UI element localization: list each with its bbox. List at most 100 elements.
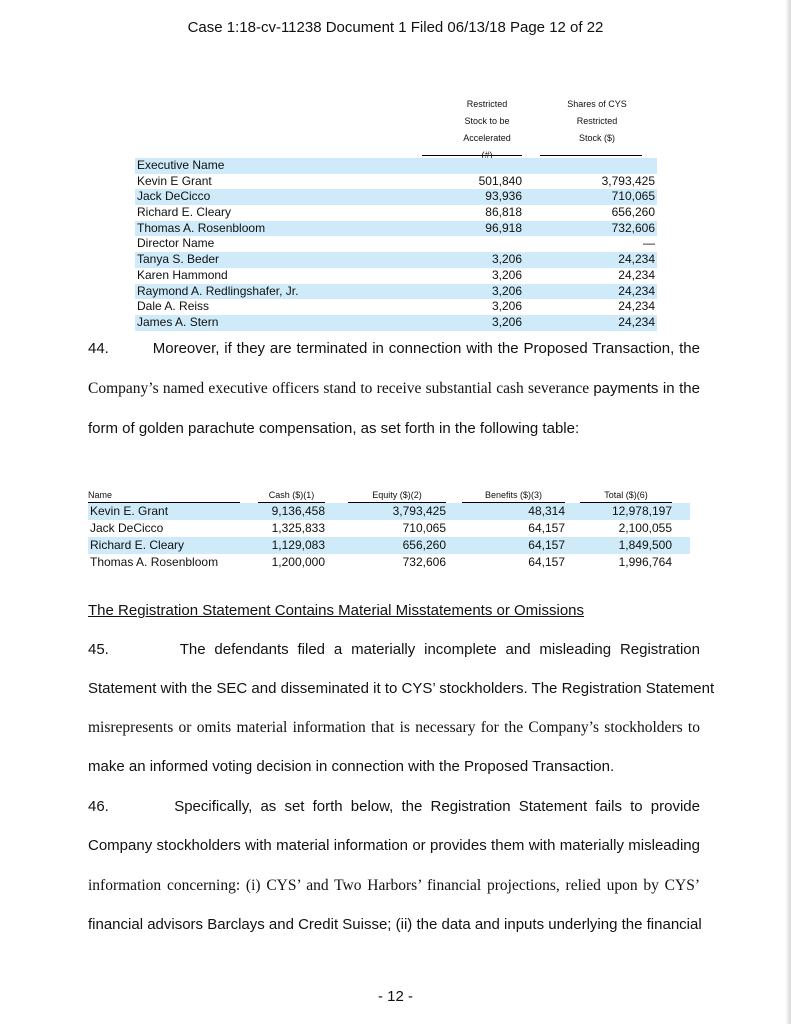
row-value: 732,606 (402, 555, 446, 569)
col-header-shares-value: Shares of CYS Restricted Stock ($) (547, 96, 647, 147)
row-shares: 3,206 (491, 299, 522, 314)
header-line: Stock to be (464, 116, 510, 126)
row-name: James A. Stern (137, 314, 219, 329)
row-value: 710,065 (402, 521, 446, 535)
row-value: 1,996,764 (618, 555, 672, 569)
row-value: 1,200,000 (271, 555, 325, 569)
row-value: 64,157 (528, 521, 565, 535)
col-header-cash: Cash ($)(1) (258, 489, 325, 503)
col-header-total: Total ($)(6) (580, 489, 672, 503)
row-name: Raymond A. Redlingshafer, Jr. (137, 283, 299, 298)
table-row: Jack DeCicco 1,325,833 710,065 64,157 2,100,… (88, 520, 690, 537)
row-name: Kevin E Grant (137, 173, 212, 188)
col-header-restricted-stock: Restricted Stock to be Accelerated (#) (452, 96, 522, 164)
row-value: 24,234 (618, 314, 655, 329)
table-row: Thomas A. Rosenbloom 96,918 732,606 (135, 220, 657, 237)
text-segment: 44. Moreover, if they are terminated in … (88, 340, 700, 357)
text-segment: Company’s named executive officers stand… (88, 380, 594, 397)
section-heading: The Registration Statement Contains Mate… (88, 602, 585, 619)
row-value: 24,234 (618, 299, 655, 314)
paragraph-line: 45. The defendants filed a materially in… (88, 641, 700, 658)
row-shares: 501,840 (478, 173, 522, 188)
row-name: Executive Name (137, 158, 225, 172)
text-segment: payments in the (593, 380, 700, 397)
row-value: 656,260 (611, 205, 655, 220)
table-row: Richard E. Cleary 86,818 656,260 (135, 205, 657, 221)
row-shares: 96,918 (485, 220, 522, 235)
header-line: Shares of CYS (567, 99, 627, 109)
paragraph-line: 44. Moreover, if they are terminated in … (88, 340, 700, 357)
row-value: 12,978,197 (611, 504, 672, 518)
paragraph-line: Company stockholders with material infor… (88, 837, 700, 854)
row-value: 48,314 (528, 504, 565, 518)
row-shares: 93,936 (485, 189, 522, 204)
paragraph-line: financial advisors Barclays and Credit S… (88, 916, 702, 933)
paragraph-line: misrepresents or omits material informat… (88, 719, 700, 736)
row-value: 1,849,500 (618, 538, 672, 552)
table-row: James A. Stern 3,206 24,234 (135, 314, 657, 331)
row-value: 9,136,458 (271, 504, 325, 518)
row-name: Richard E. Cleary (90, 538, 185, 552)
table-row: Dale A. Reiss 3,206 24,234 (135, 299, 657, 315)
row-name: Thomas A. Rosenbloom (137, 220, 266, 235)
row-value: 64,157 (528, 538, 565, 552)
header-line: Accelerated (463, 133, 511, 143)
row-value: 656,260 (402, 538, 446, 552)
row-value: 3,793,425 (601, 173, 655, 188)
col-header-equity: Equity ($)(2) (348, 489, 446, 503)
table-row: Kevin E. Grant 9,136,458 3,793,425 48,314 12… (88, 503, 690, 520)
row-value: 24,234 (618, 283, 655, 298)
table-row: Raymond A. Redlingshafer, Jr. 3,206 24,234 (135, 283, 657, 300)
row-value: 710,065 (611, 189, 655, 204)
page-edge-shadow (785, 0, 791, 1024)
row-name: Jack DeCicco (90, 521, 164, 535)
row-shares: 3,206 (491, 314, 522, 329)
case-header: Case 1:18-cv-11238 Document 1 Filed 06/1… (187, 19, 604, 36)
header-line: Restricted (576, 116, 618, 126)
row-name: Tanya S. Beder (137, 252, 220, 267)
row-value: 24,234 (618, 267, 655, 282)
row-name: Karen Hammond (137, 267, 228, 282)
row-shares: 3,206 (491, 252, 522, 267)
paragraph-line: Statement with the SEC and disseminated … (88, 680, 715, 697)
header-underline (540, 155, 642, 157)
table-row: Director Name — (135, 236, 657, 252)
row-value: 24,234 (618, 252, 655, 267)
row-shares: 86,818 (485, 205, 522, 220)
row-name: Kevin E. Grant (90, 504, 169, 518)
paragraph-line: form of golden parachute compensation, a… (88, 420, 700, 437)
row-name: Jack DeCicco (137, 189, 211, 204)
row-name: Thomas A. Rosenbloom (90, 555, 219, 569)
header-underline (422, 155, 522, 157)
row-name: Richard E. Cleary (137, 205, 232, 220)
table-row: Executive Name (135, 158, 657, 174)
paragraph-line: make an informed voting decision in conn… (88, 758, 615, 775)
text-segment: form of golden parachute compensation, a… (88, 420, 580, 437)
table-body: Executive Name Kevin E Grant 501,840 3,793,… (135, 158, 657, 331)
table-body: Kevin E. Grant 9,136,458 3,793,425 48,314 12… (88, 503, 690, 571)
row-value: 1,325,833 (271, 521, 325, 535)
page-number: - 12 - (377, 988, 413, 1005)
row-shares: 3,206 (491, 283, 522, 298)
table-row: Thomas A. Rosenbloom 1,200,000 732,606 64,1… (88, 554, 690, 571)
table-row: Tanya S. Beder 3,206 24,234 (135, 252, 657, 268)
col-header-benefits: Benefits ($)(3) (462, 489, 565, 503)
row-value: 64,157 (528, 555, 565, 569)
paragraph-line: information concerning: (i) CYS’ and Two… (88, 877, 700, 894)
row-value: 1,129,083 (271, 538, 325, 552)
table-row: Jack DeCicco 93,936 710,065 (135, 189, 657, 206)
row-name: Dale A. Reiss (137, 299, 210, 314)
table-row: Kevin E Grant 501,840 3,793,425 (135, 174, 657, 190)
table-row: Karen Hammond 3,206 24,234 (135, 268, 657, 284)
row-value: 3,793,425 (392, 504, 446, 518)
paragraph-line: 46. Specifically, as set forth below, th… (88, 798, 700, 815)
row-value: — (643, 236, 655, 251)
header-line: Restricted (466, 99, 508, 109)
col-header-name: Name (88, 489, 240, 503)
header-line: Stock ($) (578, 133, 615, 143)
table-row: Richard E. Cleary 1,129,083 656,260 64,157 1… (88, 537, 690, 554)
row-value: 2,100,055 (618, 521, 672, 535)
row-shares: 3,206 (491, 267, 522, 282)
paragraph-line: Company’s named executive officers stand… (88, 380, 700, 398)
row-value: 732,606 (611, 220, 655, 235)
